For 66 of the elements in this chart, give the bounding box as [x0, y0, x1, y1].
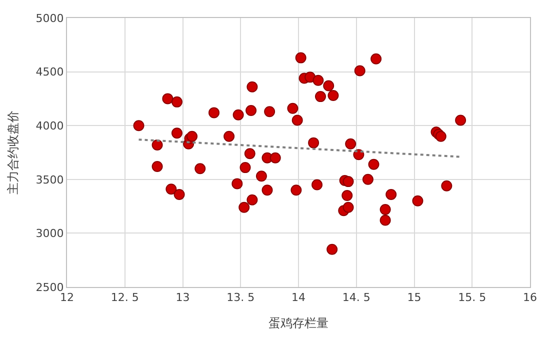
- point: [240, 162, 251, 174]
- point: [326, 244, 338, 255]
- point: [362, 174, 374, 185]
- point: [264, 106, 276, 118]
- point: [328, 90, 339, 101]
- point: [262, 184, 273, 196]
- y-tick-label: 3000: [36, 227, 64, 240]
- point: [244, 148, 256, 160]
- x-tick-label: 14. 5: [342, 291, 370, 304]
- point: [292, 114, 303, 126]
- point: [386, 188, 397, 200]
- point: [345, 138, 356, 150]
- point: [354, 65, 366, 76]
- point: [295, 52, 306, 64]
- point: [256, 170, 267, 182]
- point: [171, 96, 182, 108]
- x-tick-label: 16: [523, 291, 537, 304]
- point: [232, 109, 244, 120]
- point: [152, 160, 163, 172]
- point: [166, 184, 177, 195]
- point: [186, 130, 198, 142]
- point: [152, 139, 163, 150]
- point: [194, 163, 206, 174]
- point: [342, 176, 354, 188]
- point: [232, 178, 243, 190]
- point: [270, 152, 281, 164]
- x-tick-label: 13. 5: [226, 291, 255, 304]
- x-tick-label: 13: [176, 291, 190, 304]
- x-tick-label: 12. 5: [110, 291, 139, 304]
- point: [312, 74, 324, 86]
- x-tick-label: 15. 5: [458, 291, 486, 304]
- point: [174, 188, 185, 200]
- x-axis-title: 蛋鸡存栏量: [268, 316, 328, 330]
- point: [323, 80, 334, 92]
- point: [412, 195, 424, 206]
- point: [370, 53, 382, 64]
- y-tick-label: 3500: [36, 173, 64, 186]
- point: [380, 204, 391, 216]
- point: [287, 102, 298, 114]
- x-tick-label: 12: [60, 291, 74, 304]
- point: [380, 214, 391, 226]
- point: [368, 158, 380, 170]
- point: [455, 114, 466, 126]
- point: [208, 107, 220, 118]
- point: [308, 137, 320, 148]
- x-tick-label: 14: [292, 291, 306, 304]
- point: [238, 202, 250, 213]
- point: [342, 190, 353, 202]
- point: [171, 128, 182, 139]
- point: [246, 81, 258, 92]
- point: [133, 120, 144, 132]
- y-tick-label: 5000: [36, 12, 64, 25]
- point: [290, 184, 302, 196]
- point: [342, 202, 354, 213]
- y-tick-label: 2500: [36, 280, 64, 294]
- point: [441, 180, 452, 192]
- point: [246, 194, 258, 206]
- point: [162, 93, 174, 104]
- y-tick-label: 4500: [36, 66, 64, 79]
- point: [224, 130, 235, 142]
- point: [314, 91, 326, 102]
- y-tick-label: 4000: [36, 119, 64, 132]
- x-tick-label: 15: [407, 291, 422, 304]
- point: [246, 105, 257, 116]
- point: [312, 179, 323, 190]
- y-axis-title: 主力合约收盘价: [6, 110, 20, 194]
